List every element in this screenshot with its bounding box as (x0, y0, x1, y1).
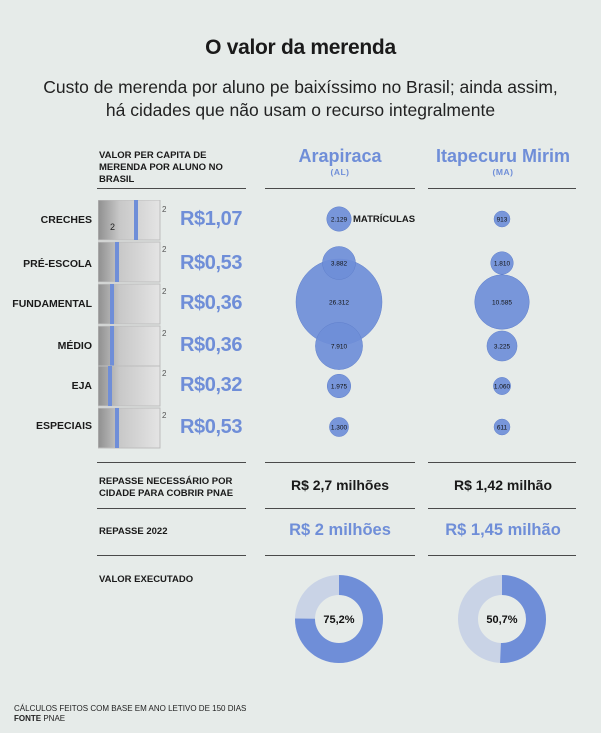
banknote-illustrations: 2 2 2 2 2 2 2 (98, 200, 167, 449)
bubble-label: 611 (497, 425, 508, 432)
divider (428, 555, 576, 556)
repasse-2022-label: REPASSE 2022 (99, 526, 168, 537)
category-label: PRÉ-ESCOLA (23, 258, 92, 270)
repasse-necessario-arapiraca: R$ 2,7 milhões (290, 477, 390, 493)
bubble-label: 2.129 (331, 217, 348, 224)
per-capita-header: VALOR PER CAPITA DE MERENDA POR ALUNO NO… (99, 150, 223, 185)
valor-executado-label: VALOR EXECUTADO (99, 574, 194, 585)
repasse-necessario-label: REPASSE NECESSÁRIO POR CIDADE PARA COBRI… (99, 476, 234, 499)
category-label: EJA (71, 380, 92, 392)
banknote-pre-escola: 2 (98, 241, 167, 283)
repasse-2022-itapecuru: R$ 1,45 milhão (445, 521, 561, 539)
bubble-label: 7.910 (331, 344, 348, 351)
page-subtitle: Custo de merenda por aluno pe baixíssimo… (43, 77, 558, 120)
source-line: FONTE PNAE (14, 713, 65, 724)
donut-label-itapecuru: 50,7% (486, 614, 517, 626)
divider (428, 508, 576, 509)
bubble-arapiraca-3 (315, 322, 363, 370)
banknote-especiais: 2 (98, 407, 167, 449)
bubble-arapiraca-1 (322, 246, 356, 280)
valor-executado-donuts: 75,2% 50,7% (295, 575, 546, 663)
divider (265, 508, 415, 509)
bubble-itapecuru-4 (493, 377, 511, 395)
city-state-itapecuru: (MA) (492, 167, 514, 177)
bubble-arapiraca-5 (329, 417, 349, 437)
bubble-label: 1.060 (494, 384, 511, 391)
svg-text:2: 2 (162, 287, 167, 296)
svg-text:2: 2 (110, 222, 115, 232)
divider (428, 462, 576, 463)
bubble-label: 1.810 (494, 261, 511, 268)
svg-text:2: 2 (162, 205, 167, 214)
divider (97, 555, 246, 556)
bubble-label: 26.312 (329, 300, 349, 307)
source-label: FONTE (14, 714, 42, 723)
bubble-itapecuru-0 (493, 210, 511, 228)
svg-text:2: 2 (162, 329, 167, 338)
divider (265, 188, 415, 189)
city-name-arapiraca: Arapiraca (298, 146, 382, 166)
price-especiais: R$0,53 (180, 416, 243, 438)
bubble-label: 913 (497, 217, 508, 224)
bubble-arapiraca-0 (326, 206, 352, 232)
price-fundamental: R$0,36 (180, 292, 243, 314)
city-state-arapiraca: (AL) (330, 167, 350, 177)
divider (97, 508, 246, 509)
svg-text:2: 2 (162, 411, 167, 420)
divider (265, 462, 415, 463)
bubble-itapecuru-5 (493, 418, 511, 436)
repasse-2022-arapiraca: R$ 2 milhões (289, 521, 391, 539)
matriculas-bubble-chart: 2.129 3.882 26.312 7.910 1.975 1.300 913 1.810 1… (295, 206, 530, 437)
donut-label-arapiraca: 75,2% (323, 614, 354, 626)
bubble-arapiraca-4 (326, 373, 352, 399)
banknote-eja: 2 (98, 365, 167, 407)
category-label: ESPECIAIS (35, 420, 92, 432)
page-title: O valor da merenda (205, 36, 396, 59)
price-eja: R$0,32 (180, 374, 243, 396)
donut-slice-itapecuru (500, 575, 546, 663)
price-medio: R$0,36 (180, 334, 243, 356)
divider (97, 188, 246, 189)
bubble-itapecuru-1 (490, 251, 514, 275)
banknote-creches: 2 2 (98, 200, 167, 241)
donut-slice-arapiraca (295, 575, 384, 663)
divider (428, 188, 576, 189)
bubble-label: 1.300 (331, 425, 348, 432)
bubble-itapecuru-3 (486, 330, 518, 362)
bubble-label: 10.585 (492, 300, 512, 307)
banknote-fundamental: 2 (98, 283, 167, 325)
divider (97, 462, 246, 463)
category-label: FUNDAMENTAL (12, 298, 92, 310)
footnote: CÁLCULOS FEITOS COM BASE EM ANO LETIVO D… (14, 704, 247, 713)
price-pre-escola: R$0,53 (180, 252, 243, 274)
svg-text:2: 2 (162, 245, 167, 254)
bubble-label: 1.975 (331, 384, 348, 391)
divider (265, 555, 415, 556)
bubble-label: 3.882 (331, 261, 348, 268)
source-value: PNAE (43, 714, 66, 723)
repasse-necessario-itapecuru: R$ 1,42 milhão (453, 477, 553, 493)
matriculas-label: MATRÍCULAS (353, 214, 416, 225)
svg-text:2: 2 (162, 369, 167, 378)
category-label: CRECHES (40, 214, 92, 226)
category-label: MÉDIO (57, 340, 92, 352)
bubble-label: 3.225 (494, 344, 511, 351)
price-creches: R$1,07 (180, 208, 243, 230)
bubble-itapecuru-2 (474, 274, 530, 330)
city-name-itapecuru: Itapecuru Mirim (435, 146, 571, 166)
